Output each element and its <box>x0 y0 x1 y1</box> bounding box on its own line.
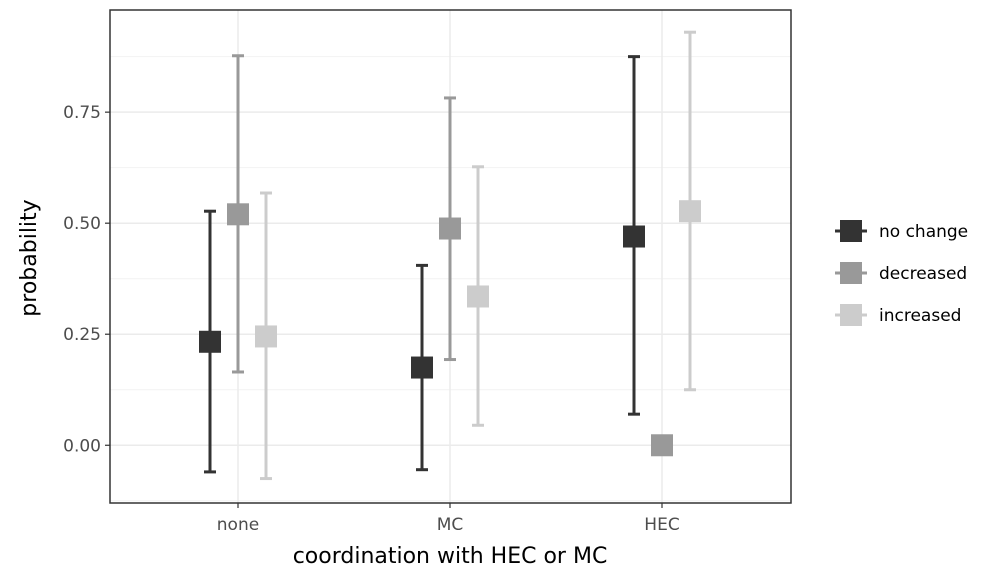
data-point <box>467 285 489 308</box>
legend-key-swatch <box>840 304 862 326</box>
y-tick-label: 0.75 <box>63 103 101 123</box>
y-axis-title: probability <box>17 199 42 316</box>
data-point <box>227 203 249 226</box>
axes: 0.00 0.25 0.50 0.75 none MC HEC <box>63 103 680 535</box>
x-tick-label: none <box>217 515 259 535</box>
chart-marks <box>199 30 701 481</box>
y-tick-label: 0.25 <box>63 325 101 345</box>
data-point <box>679 200 701 223</box>
data-point <box>411 356 433 379</box>
data-point <box>439 217 461 240</box>
data-point <box>623 225 645 248</box>
legend-label: no change <box>879 222 968 242</box>
legend-label: increased <box>879 306 961 326</box>
legend-key-swatch <box>840 220 862 242</box>
x-tick-label: MC <box>437 515 464 535</box>
data-point <box>199 330 221 353</box>
legend-label: decreased <box>879 264 967 284</box>
legend-key-swatch <box>840 262 862 284</box>
x-axis-title: coordination with HEC or MC <box>293 544 608 569</box>
y-tick-label: 0.00 <box>63 436 101 456</box>
data-point <box>255 325 277 348</box>
legend: no change decreased increased <box>835 220 968 326</box>
y-tick-label: 0.50 <box>63 214 101 234</box>
x-tick-label: HEC <box>644 515 679 535</box>
data-point <box>651 434 673 457</box>
